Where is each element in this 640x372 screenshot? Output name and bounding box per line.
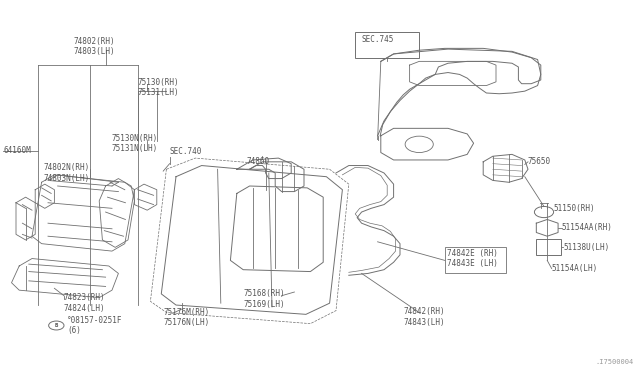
Text: 75176M(RH)
75176N(LH): 75176M(RH) 75176N(LH) (163, 308, 209, 327)
Text: 74842E (RH)
74843E (LH): 74842E (RH) 74843E (LH) (447, 249, 497, 268)
Text: 74823(RH)
74824(LH): 74823(RH) 74824(LH) (64, 294, 106, 313)
Text: 74860: 74860 (246, 157, 269, 166)
Text: .I7500004: .I7500004 (595, 359, 634, 365)
Text: 75168(RH)
75169(LH): 75168(RH) 75169(LH) (243, 289, 285, 309)
Text: 51154AA(RH): 51154AA(RH) (562, 223, 612, 232)
Bar (355, 32, 419, 58)
Text: 51154A(LH): 51154A(LH) (552, 264, 598, 273)
Text: B: B (54, 323, 58, 328)
Text: 75130(RH)
75131(LH): 75130(RH) 75131(LH) (138, 78, 179, 97)
Text: 74842(RH)
74843(LH): 74842(RH) 74843(LH) (403, 307, 445, 327)
Text: °08157-0251F
(6): °08157-0251F (6) (67, 316, 123, 335)
Bar (445, 247, 506, 273)
Text: SEC.745: SEC.745 (362, 35, 394, 44)
Text: 51150(RH): 51150(RH) (554, 204, 595, 213)
Text: SEC.740: SEC.740 (170, 147, 202, 156)
Bar (536, 239, 561, 255)
Text: 75130N(RH)
75131N(LH): 75130N(RH) 75131N(LH) (112, 134, 158, 153)
Text: 74802(RH)
74803(LH): 74802(RH) 74803(LH) (74, 37, 115, 56)
Text: 51138U(LH): 51138U(LH) (563, 243, 609, 251)
Text: 64160M: 64160M (3, 146, 31, 155)
Text: 74802N(RH)
74803N(LH): 74802N(RH) 74803N(LH) (44, 163, 90, 183)
Text: 75650: 75650 (528, 157, 551, 166)
